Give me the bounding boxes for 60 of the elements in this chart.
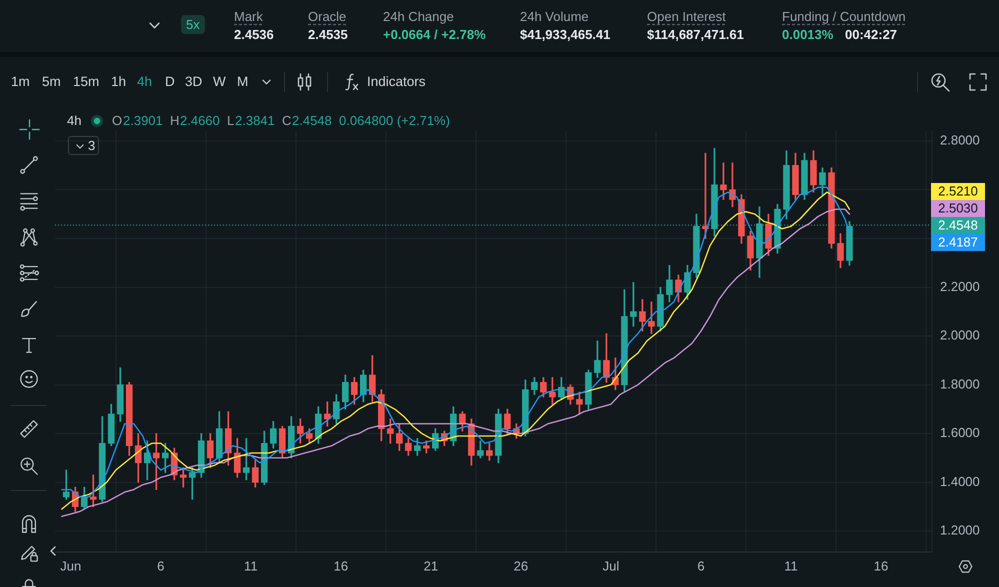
y-tick-label: 1.4000 — [940, 474, 980, 489]
candlestick — [720, 162, 727, 200]
text: 2.4187 — [938, 234, 978, 250]
ref-line-label: 2.4548 — [938, 218, 978, 233]
text: Oracle — [308, 9, 346, 25]
text: 0.0013% — [782, 27, 834, 43]
text: 2.4535 — [308, 27, 348, 43]
y-tick-label: 1.8000 — [940, 376, 980, 392]
text: 24h Volume — [520, 9, 589, 25]
text: 5m — [42, 74, 61, 90]
text: O — [112, 113, 122, 129]
x-tick-label: 16 — [874, 558, 888, 574]
text: Funding / Countdown — [782, 9, 906, 25]
text: C — [282, 113, 292, 129]
text: $41,933,465.41 — [520, 27, 610, 43]
text: H — [170, 113, 180, 129]
text: 2.5210 — [938, 184, 978, 199]
text: 2.4536 — [234, 27, 274, 43]
text: 00:42:27 — [845, 27, 898, 43]
text: 3D — [185, 74, 202, 90]
text: 2.4660 — [180, 113, 220, 129]
candlestick — [648, 302, 655, 334]
x-tick-label: Jun — [60, 558, 82, 574]
x-tick-label: 26 — [514, 558, 528, 574]
text: 15m — [73, 74, 100, 90]
text: 2.3841 — [235, 113, 275, 129]
y-tick-label: 1.6000 — [940, 425, 980, 440]
text: Mark — [234, 9, 263, 25]
x-tick-label: 6 — [157, 558, 164, 574]
text: M — [237, 74, 248, 90]
y-tick-label: 2.8000 — [940, 132, 980, 148]
y-tick-label: 2.0000 — [940, 328, 980, 343]
text: 4h — [67, 113, 82, 129]
y-tick-label: 2.2000 — [940, 278, 980, 294]
text: D — [165, 74, 175, 90]
text: Indicators — [367, 74, 426, 90]
toggle-button: 3 — [68, 136, 99, 155]
text: +0.0664 / +2.78% — [383, 27, 486, 43]
annotation: 3 — [88, 138, 96, 153]
text: 2.5030 — [938, 200, 978, 216]
x-tick-label: Jul — [602, 558, 620, 574]
text: W — [213, 74, 226, 90]
text: 24h Change — [383, 9, 454, 25]
x-tick-label: 11 — [244, 558, 258, 574]
text: 5x — [181, 15, 205, 34]
text: 1h — [111, 74, 126, 90]
text: 2.3901 — [123, 113, 163, 129]
text: 2.4548 — [292, 113, 332, 129]
x-tick-label: 11 — [784, 558, 798, 574]
x-tick-label: 16 — [334, 558, 348, 574]
candlestick — [729, 162, 736, 208]
x-tick-label: 6 — [697, 558, 705, 574]
text: 0.064800 (+2.71%) — [339, 113, 450, 129]
text: 4h — [137, 74, 152, 90]
text: $114,687,471.61 — [647, 27, 744, 43]
x-tick-label: 21 — [424, 558, 438, 574]
text: 1m — [11, 74, 30, 90]
y-tick-label: 1.2000 — [940, 522, 980, 538]
text: Open Interest — [647, 9, 726, 25]
text: L — [227, 113, 234, 129]
